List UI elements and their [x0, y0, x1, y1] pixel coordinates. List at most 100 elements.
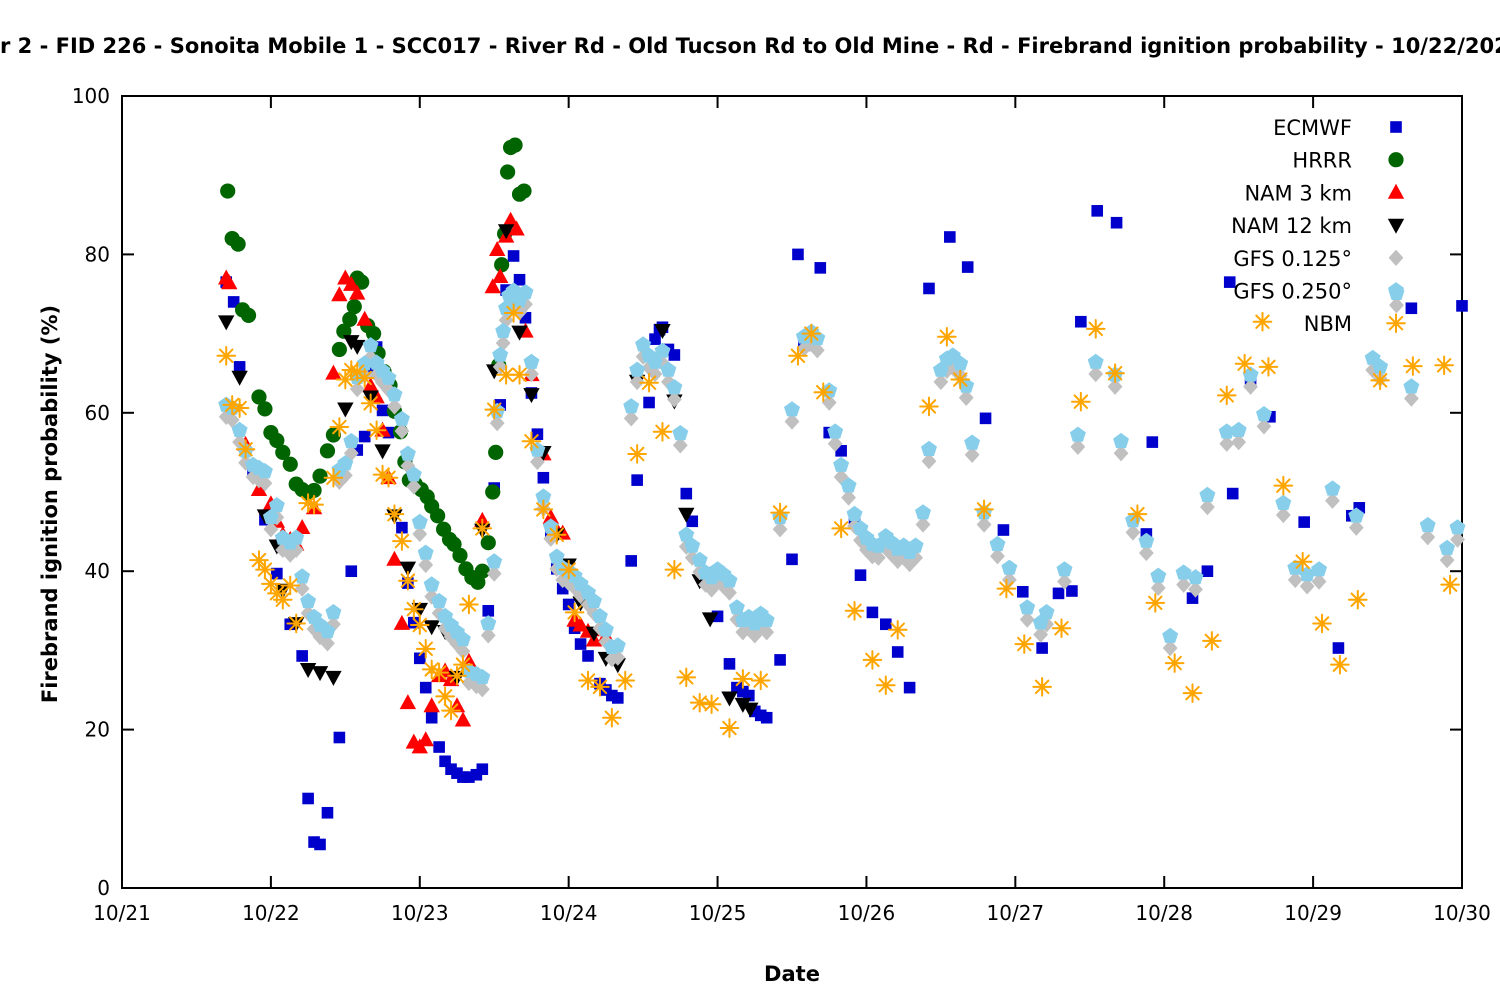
- data-point: [273, 589, 293, 610]
- data-point: [337, 402, 354, 418]
- data-point: [933, 373, 949, 391]
- data-point: [784, 401, 800, 417]
- data-point: [606, 689, 618, 702]
- data-point: [524, 365, 539, 383]
- data-point: [1087, 353, 1104, 369]
- data-point: [556, 582, 569, 595]
- data-point: [876, 675, 896, 696]
- legend-marker: [1387, 218, 1405, 234]
- data-point: [902, 555, 918, 573]
- data-point: [474, 563, 490, 579]
- data-point: [435, 686, 455, 707]
- data-point: [719, 718, 740, 738]
- data-point: [747, 627, 763, 644]
- data-point: [336, 323, 352, 339]
- data-point: [343, 432, 360, 449]
- data-point: [748, 705, 761, 718]
- data-point: [591, 607, 608, 624]
- data-point: [431, 592, 448, 609]
- data-point: [337, 455, 354, 471]
- data-point: [1299, 578, 1315, 595]
- x-tick-label: 10/25: [689, 901, 747, 925]
- data-point: [870, 549, 886, 566]
- data-point: [664, 559, 685, 580]
- data-point: [345, 565, 358, 577]
- data-point: [976, 516, 992, 533]
- data-point: [686, 515, 699, 528]
- data-point: [1234, 353, 1255, 374]
- y-tick-label: 40: [85, 559, 110, 583]
- data-point: [393, 410, 410, 426]
- data-point: [231, 370, 248, 386]
- data-point: [491, 267, 509, 283]
- data-point: [229, 398, 250, 418]
- data-point: [721, 691, 738, 707]
- data-point: [218, 315, 235, 331]
- x-tick-label: 10/27: [987, 901, 1045, 925]
- y-axis-title: Firebrand ignition probability (%): [38, 304, 62, 704]
- data-point: [492, 358, 508, 376]
- data-point: [269, 432, 285, 449]
- data-point: [413, 652, 426, 665]
- data-point: [862, 650, 883, 670]
- data-point: [507, 137, 523, 153]
- data-point: [1164, 653, 1185, 673]
- data-point: [498, 299, 515, 316]
- data-point: [262, 508, 279, 525]
- data-point: [1403, 356, 1423, 376]
- legend-label: ECMWF: [1273, 116, 1352, 140]
- data-point: [445, 763, 457, 775]
- data-point: [405, 466, 422, 482]
- series-nbm: [216, 303, 1460, 738]
- data-point: [1066, 585, 1078, 597]
- data-point: [457, 771, 469, 783]
- data-point: [840, 477, 857, 493]
- x-tick-label: 10/28: [1135, 901, 1193, 925]
- data-point: [455, 642, 471, 660]
- data-point: [393, 614, 411, 630]
- series-nam-12-km: [218, 224, 759, 718]
- data-point: [1370, 370, 1390, 391]
- chart-title: r 2 - FID 226 - Sonoita Mobile 1 - SCC01…: [0, 34, 1500, 58]
- data-point: [1162, 639, 1178, 657]
- x-tick-label: 10/30: [1433, 901, 1491, 925]
- data-point: [502, 211, 519, 227]
- data-point: [841, 489, 856, 506]
- data-point: [408, 616, 420, 629]
- data-point: [424, 588, 440, 605]
- data-point: [399, 445, 416, 461]
- data-point: [535, 488, 552, 504]
- data-point: [346, 299, 362, 315]
- data-point: [296, 650, 308, 662]
- x-tick-label: 10/21: [93, 901, 151, 925]
- data-point: [887, 620, 908, 640]
- data-point: [386, 386, 403, 402]
- legend-label: GFS 0.250°: [1233, 280, 1352, 304]
- data-point: [701, 612, 719, 628]
- data-point: [723, 658, 736, 670]
- data-point: [1218, 423, 1235, 439]
- data-point: [508, 220, 525, 236]
- data-point: [530, 453, 545, 471]
- data-point: [376, 404, 389, 417]
- data-point: [386, 550, 403, 566]
- data-point: [398, 570, 418, 591]
- data-point: [921, 440, 937, 456]
- data-point: [486, 553, 503, 569]
- data-point: [903, 681, 916, 694]
- data-point: [331, 341, 347, 358]
- data-point: [374, 444, 391, 460]
- y-tick-label: 80: [85, 242, 110, 266]
- data-point: [758, 611, 775, 628]
- data-point: [497, 224, 515, 240]
- data-point: [496, 364, 516, 385]
- data-point: [680, 487, 693, 500]
- data-point: [1231, 433, 1247, 451]
- data-point: [1242, 366, 1259, 382]
- data-point: [418, 556, 434, 574]
- data-point: [446, 536, 462, 552]
- data-point: [678, 526, 695, 542]
- data-point: [419, 681, 432, 694]
- data-point: [331, 286, 348, 302]
- data-point: [649, 333, 661, 345]
